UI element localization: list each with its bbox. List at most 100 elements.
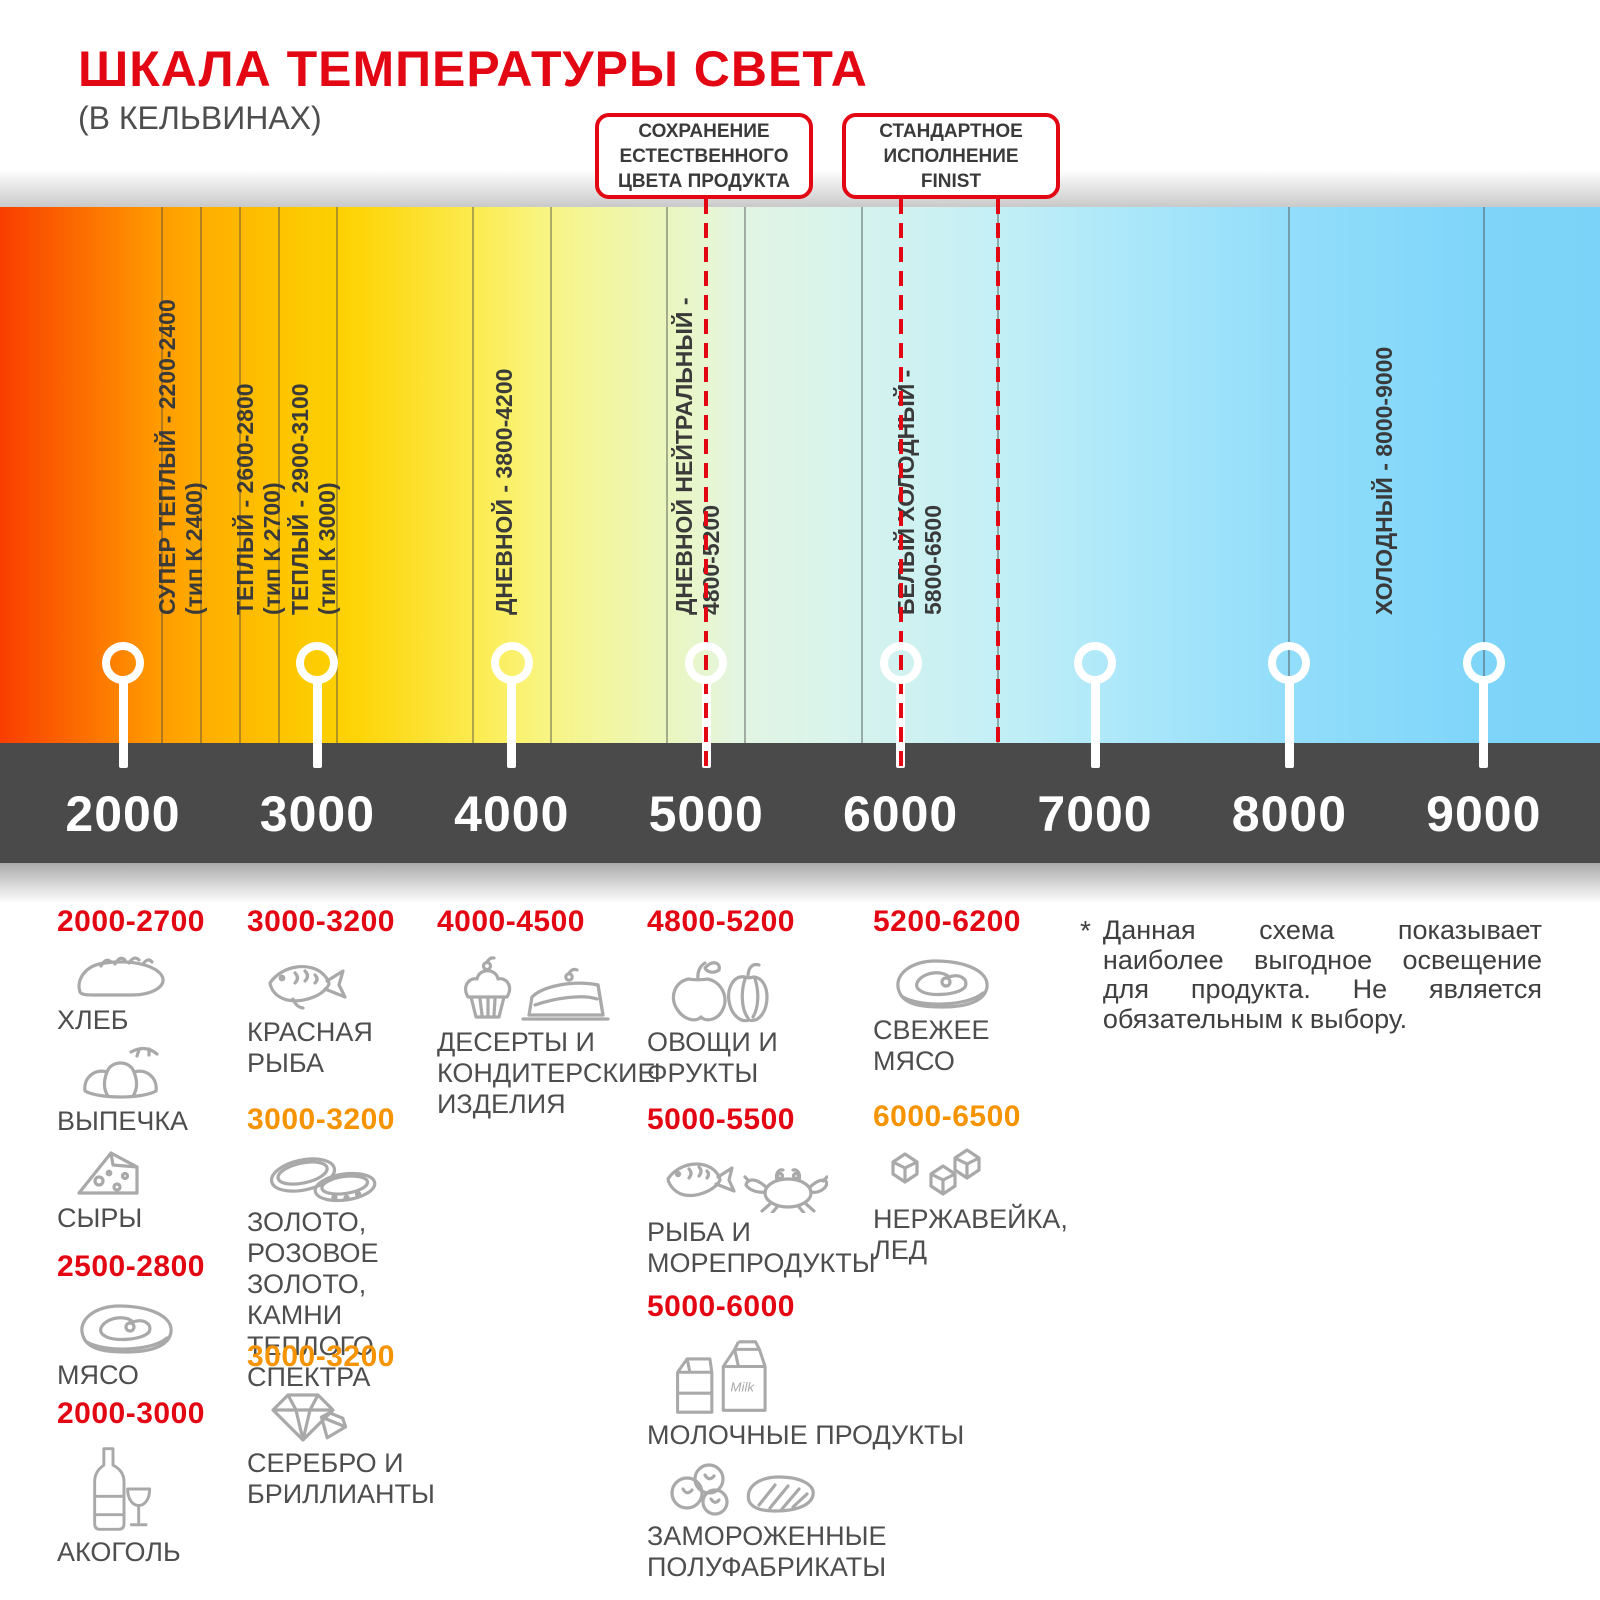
seafood-icon <box>663 1151 992 1213</box>
marker-pin <box>490 642 533 684</box>
axis-tick-label: 8000 <box>1231 786 1348 842</box>
dairy-icon: Milk <box>663 1338 992 1416</box>
category-item: ЗОЛОТО, РОЗОВОЕ ЗОЛОТО, КАМНИ ТЕПЛОГО СП… <box>247 1151 437 1393</box>
segment-label-text: БЕЛЫЙ ХОЛОДНЫЙ - <box>893 369 920 615</box>
segment-label: ТЕПЛЫЙ - 2900-3100 (тип К 3000) <box>287 383 341 615</box>
bottom-shadow-strip <box>0 863 1600 907</box>
segment-label: ДНЕВНОЙ НЕЙТРАЛЬНЫЙ -4800-5200 <box>671 298 725 616</box>
category-group: 5000-6000 Milk МОЛОЧНЫЕ ПРОДУКТЫ ЗАМОРОЖЕ… <box>647 1290 992 1589</box>
category-label: НЕРЖАВЕЙКА, ЛЕД <box>873 1204 1068 1265</box>
marker-stem <box>118 678 128 768</box>
axis-tick-label: 7000 <box>1037 786 1153 842</box>
segment-boundary-line <box>860 207 863 743</box>
range-heading: 3000-3200 <box>247 905 395 938</box>
category-item: АКОГОЛЬ <box>57 1445 242 1568</box>
page-title: ШКАЛА ТЕМПЕРАТУРЫ СВЕТА <box>78 41 868 97</box>
category-label: ЗАМОРОЖЕННЫЕ ПОЛУФАБРИКАТЫ <box>647 1521 887 1582</box>
range-heading: 3000-3200 <box>247 1340 395 1373</box>
segment-boundary-line <box>199 207 202 743</box>
segment-boundary-line <box>549 207 552 743</box>
category-label: ВЫПЕЧКА <box>57 1106 189 1136</box>
footnote-marker: * <box>1080 915 1091 946</box>
axis-tick-label: 2000 <box>65 786 181 842</box>
category-group: 6000-6500 НЕРЖАВЕЙКА, ЛЕД <box>873 1100 1093 1272</box>
category-item: ЗАМОРОЖЕННЫЕ ПОЛУФАБРИКАТЫ <box>647 1457 992 1583</box>
category-item: СВЕЖЕЕ МЯСО <box>873 953 1093 1077</box>
category-item: СЫРЫ <box>57 1143 242 1234</box>
callout-box: СОХРАНЕНИЕ ЕСТЕСТВЕННОГО ЦВЕТА ПРОДУКТА <box>595 113 813 199</box>
meat-icon <box>73 1298 242 1356</box>
range-heading: 2000-3000 <box>57 1397 205 1430</box>
category-item: НЕРЖАВЕЙКА, ЛЕД <box>873 1148 1093 1266</box>
category-label: МОЛОЧНЫЕ ПРОДУКТЫ <box>647 1420 965 1450</box>
category-label: ОВОЩИ И ФРУКТЫ <box>647 1027 778 1088</box>
marker-pin <box>1268 642 1311 684</box>
marker-stem <box>1090 678 1100 768</box>
axis-tick-label: 5000 <box>648 786 764 842</box>
marker-pin <box>102 642 144 684</box>
segment-boundary-line <box>238 207 241 743</box>
croissant-icon <box>73 1042 242 1102</box>
segment-boundary-line <box>666 207 669 743</box>
category-label: МЯСО <box>57 1360 139 1390</box>
segment-label-subtext: 5800-6500 <box>920 505 947 615</box>
segment-boundary-line <box>335 207 338 743</box>
category-item: ХЛЕБ <box>57 953 242 1036</box>
category-item: ВЫПЕЧКА <box>57 1042 242 1137</box>
category-item: РЫБА И МОРЕПРОДУКТЫ <box>647 1151 992 1279</box>
axis-tick-label: 9000 <box>1426 786 1542 842</box>
segment-label-text: ДНЕВНОЙ НЕЙТРАЛЬНЫЙ - <box>671 297 698 616</box>
segment-label: СУПЕР ТЕПЛЫЙ - 2200-2400 (тип К 2400) <box>154 299 208 615</box>
callout-leg-line <box>704 199 709 770</box>
range-heading: 3000-3200 <box>247 1103 395 1136</box>
category-group: 4000-4500 ДЕСЕРТЫ И КОНДИТЕРСКИЕ ИЗДЕЛИЯ <box>437 905 655 1126</box>
category-group: 4800-5200 ОВОЩИ И ФРУКТЫ <box>647 905 992 1095</box>
category-group: 2000-3000 АКОГОЛЬ <box>57 1397 242 1574</box>
category-label: ЗОЛОТО, РОЗОВОЕ ЗОЛОТО, КАМНИ ТЕПЛОГО СП… <box>247 1207 379 1392</box>
bread-icon <box>73 953 242 1001</box>
category-label: СЕРЕБРО И БРИЛЛИАНТЫ <box>247 1448 435 1509</box>
fresh-meat-icon <box>889 953 1093 1011</box>
segment-label-subtext: (тип К 3000) <box>314 482 341 615</box>
category-label: СЫРЫ <box>57 1203 143 1233</box>
category-group: 3000-3200 СЕРЕБРО И БРИЛЛИАНТЫ <box>247 1340 437 1516</box>
segment-label-subtext: (тип К 2700) <box>259 482 286 615</box>
segment-label-text: СУПЕР ТЕПЛЫЙ - 2200-2400 <box>154 299 181 615</box>
category-item: Milk МОЛОЧНЫЕ ПРОДУКТЫ <box>647 1338 992 1451</box>
range-heading: 4000-4500 <box>437 905 585 938</box>
marker-stem <box>312 678 322 768</box>
category-group: 3000-3200 КРАСНАЯ РЫБА <box>247 905 437 1085</box>
range-heading: 2000-2700 <box>57 905 205 938</box>
category-label: КРАСНАЯ РЫБА <box>247 1017 373 1078</box>
marker-stem <box>1479 678 1489 768</box>
range-heading: 6000-6500 <box>873 1100 1021 1133</box>
segment-boundary-line <box>1482 207 1485 743</box>
segment-label: ХОЛОДНЫЙ - 8000-9000 <box>1371 347 1398 615</box>
segment-boundary-line <box>471 207 474 743</box>
diamond-icon <box>263 1388 437 1444</box>
segment-label: ТЕПЛЫЙ - 2600-2800 (тип К 2700) <box>232 383 286 615</box>
segment-label-text: ХОЛОДНЫЙ - 8000-9000 <box>1371 346 1398 615</box>
produce-icon <box>663 953 992 1023</box>
segment-boundary-line <box>160 207 163 743</box>
range-heading: 4800-5200 <box>647 905 795 938</box>
temperature-gradient-band <box>0 207 1600 743</box>
range-heading: 5000-6000 <box>647 1290 795 1323</box>
category-group: 2000-2700 ХЛЕБ ВЫПЕЧКА СЫРЫ <box>57 905 242 1240</box>
category-group: 2500-2800 МЯСО <box>57 1250 242 1397</box>
segment-label-text: ТЕПЛЫЙ - 2900-3100 <box>287 383 314 615</box>
axis-band <box>0 743 1600 863</box>
segment-label-text: ДНЕВНОЙ - 3800-4200 <box>491 368 518 615</box>
segment-boundary-line <box>744 207 747 743</box>
range-heading: 5000-5500 <box>647 1103 795 1136</box>
segment-label: ДНЕВНОЙ - 3800-4200 <box>491 369 518 615</box>
marker-stem <box>1284 678 1294 768</box>
marker-pin <box>1462 642 1505 684</box>
marker-pin <box>879 642 922 684</box>
category-item: ОВОЩИ И ФРУКТЫ <box>647 953 992 1089</box>
axis-tick-label: 6000 <box>842 786 959 842</box>
range-heading: 5200-6200 <box>873 905 1021 938</box>
frozen-icon <box>663 1457 992 1517</box>
svg-text:Milk: Milk <box>730 1379 755 1394</box>
